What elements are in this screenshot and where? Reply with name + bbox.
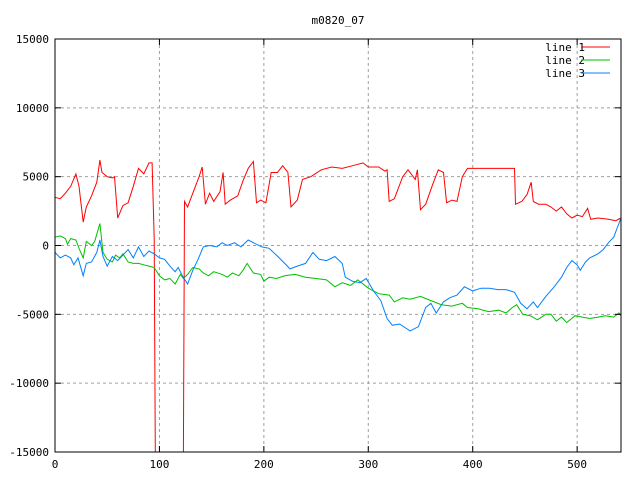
y-tick-label: 0 [42, 240, 49, 253]
x-tick-label: 300 [358, 458, 378, 471]
x-tick-label: 0 [52, 458, 59, 471]
grid [55, 39, 621, 452]
y-tick-label: -10000 [9, 377, 49, 390]
y-tick-label: 10000 [16, 102, 49, 115]
y-tick-label: 5000 [23, 171, 50, 184]
legend-label: line 3 [545, 67, 585, 80]
x-tick-label: 100 [149, 458, 169, 471]
x-tick-label: 400 [463, 458, 483, 471]
y-tick-label: -15000 [9, 446, 49, 459]
series-line-1 [54, 160, 622, 453]
legend-label: line 1 [545, 41, 585, 54]
axis-ticks: 0 100 200 300 400 500 -15000 -10000 -5000 0 5000 10… [9, 33, 621, 471]
series-line-3 [54, 217, 622, 332]
x-tick-label: 200 [254, 458, 274, 471]
series-group [54, 160, 622, 453]
series-line-2 [54, 223, 622, 324]
y-tick-label: 15000 [16, 33, 49, 46]
x-tick-label: 500 [567, 458, 587, 471]
legend-label: line 2 [545, 54, 585, 67]
chart-title: m0820_07 [312, 14, 365, 27]
y-tick-label: -5000 [16, 308, 49, 321]
